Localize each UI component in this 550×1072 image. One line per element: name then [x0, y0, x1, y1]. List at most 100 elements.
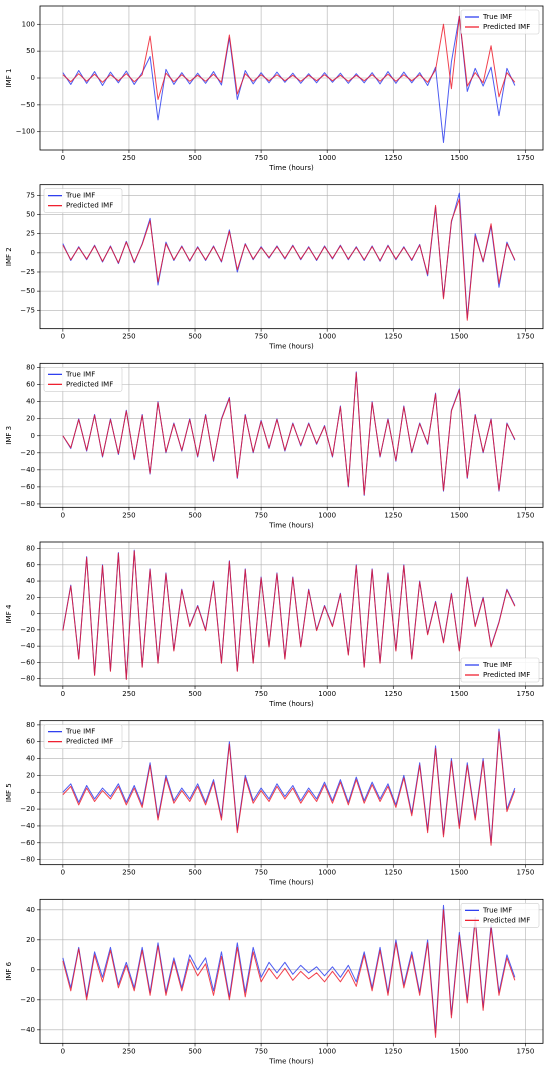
y-axis-label: IMF 4: [5, 604, 13, 623]
x-tick-label: 1000: [318, 154, 336, 162]
x-tick-label: 1250: [384, 333, 402, 341]
y-tick-label: 80: [26, 721, 35, 729]
legend-label: Predicted IMF: [483, 671, 530, 679]
y-tick-label: −20: [20, 449, 35, 457]
y-tick-label: −40: [20, 466, 35, 474]
x-tick-label: 250: [122, 1047, 135, 1055]
x-tick-label: 0: [61, 690, 65, 698]
x-tick-label: 1250: [384, 1047, 402, 1055]
y-tick-label: 20: [26, 415, 35, 423]
legend: True IMF Predicted IMF: [43, 367, 123, 392]
series-line: [62, 550, 516, 680]
y-tick-label: 0: [31, 966, 35, 974]
x-tick-label: 1500: [450, 154, 468, 162]
x-tick-label: 1500: [450, 869, 468, 877]
y-tick-label: 50: [26, 211, 35, 219]
y-tick-label: 40: [26, 577, 35, 585]
x-tick-label: 1250: [384, 869, 402, 877]
y-tick-label: 60: [26, 561, 35, 569]
legend-label: Predicted IMF: [66, 202, 113, 210]
y-tick-label: 0: [31, 249, 35, 257]
legend: True IMF Predicted IMF: [460, 657, 540, 683]
y-tick-label: −50: [20, 287, 35, 295]
y-tick-label: 60: [26, 381, 35, 389]
legend-label: True IMF: [65, 728, 95, 736]
legend: True IMF Predicted IMF: [43, 724, 123, 749]
y-tick-label: −25: [20, 268, 35, 276]
legend-label: True IMF: [65, 192, 95, 200]
x-tick-label: 750: [254, 511, 267, 519]
subplot: 0 250 500 750 1000 1250 1500 1750 −100 −50 0 50 100 T…: [5, 5, 544, 172]
x-tick-label: 1000: [318, 511, 336, 519]
series-line: [62, 15, 516, 100]
y-tick-label: 80: [26, 364, 35, 372]
x-tick-label: 500: [188, 511, 201, 519]
x-tick-label: 1250: [384, 154, 402, 162]
x-tick-label: 250: [122, 511, 135, 519]
y-tick-label: 0: [31, 788, 35, 796]
series-line: [62, 904, 516, 1034]
y-tick-label: −60: [20, 839, 35, 847]
y-axis-label: IMF 2: [5, 247, 13, 266]
legend-box: [460, 9, 540, 35]
y-axis-label: IMF 3: [5, 426, 13, 445]
subplot: 0 250 500 750 1000 1250 1500 1750 −80 −60 −40 −20 0 2…: [5, 362, 544, 529]
x-tick-label: 1500: [450, 690, 468, 698]
subplot: 0 250 500 750 1000 1250 1500 1750 −80 −60 −40 −20 0 2…: [5, 541, 544, 708]
y-tick-label: 0: [31, 74, 35, 82]
legend-label: Predicted IMF: [66, 380, 113, 388]
x-axis-label: Time (hours): [268, 700, 314, 708]
x-tick-label: 1000: [318, 1047, 336, 1055]
x-tick-label: 1000: [318, 690, 336, 698]
x-tick-label: 1000: [318, 333, 336, 341]
y-tick-label: 0: [31, 432, 35, 440]
x-tick-label: 0: [61, 869, 65, 877]
x-tick-label: 1750: [517, 511, 535, 519]
legend-box: [460, 903, 540, 928]
axes-frame: [39, 362, 544, 508]
y-tick-label: 20: [26, 771, 35, 779]
axes-frame: [39, 5, 544, 151]
series-line: [62, 731, 516, 846]
y-tick-label: 0: [31, 610, 35, 618]
y-tick-label: −20: [20, 805, 35, 813]
legend: True IMF Predicted IMF: [460, 903, 540, 928]
x-tick-label: 750: [254, 154, 267, 162]
x-tick-label: 250: [122, 333, 135, 341]
axes-frame: [39, 898, 544, 1044]
y-tick-label: 20: [26, 936, 35, 944]
x-tick-label: 250: [122, 154, 135, 162]
y-tick-label: −40: [20, 1026, 35, 1034]
y-tick-label: −40: [20, 642, 35, 650]
x-axis-label: Time (hours): [268, 879, 314, 887]
series-line: [62, 372, 516, 496]
x-tick-label: 0: [61, 511, 65, 519]
legend-box: [460, 657, 540, 683]
legend-label: Predicted IMF: [483, 916, 530, 924]
x-tick-label: 1250: [384, 690, 402, 698]
x-tick-label: 1250: [384, 511, 402, 519]
legend-box: [43, 724, 123, 749]
y-axis-label: IMF 1: [5, 69, 13, 88]
subplot: 0 250 500 750 1000 1250 1500 1750 −80 −60 −40 −20 0 2…: [5, 720, 544, 887]
y-tick-label: −40: [20, 822, 35, 830]
y-tick-label: −20: [20, 626, 35, 634]
y-tick-label: −80: [20, 856, 35, 864]
x-tick-label: 750: [254, 1047, 267, 1055]
y-tick-label: −50: [20, 101, 35, 109]
y-tick-label: 75: [26, 191, 35, 199]
legend: True IMF Predicted IMF: [460, 9, 540, 35]
x-tick-label: 1000: [318, 869, 336, 877]
x-tick-label: 500: [188, 869, 201, 877]
y-axis-label: IMF 6: [5, 961, 13, 980]
axes-frame: [39, 720, 544, 866]
subplot: 0 250 500 750 1000 1250 1500 1750 −40 −20 0 20 40 Tim…: [5, 898, 544, 1065]
x-axis-label: Time (hours): [268, 164, 314, 172]
series-line: [62, 371, 516, 496]
y-tick-label: −60: [20, 658, 35, 666]
y-axis-label: IMF 5: [5, 783, 13, 802]
legend-label: True IMF: [482, 13, 512, 21]
axes-frame: [39, 541, 544, 687]
subplot: 0 250 500 750 1000 1250 1500 1750 −75 −50 −25 0 25 50…: [5, 184, 544, 351]
